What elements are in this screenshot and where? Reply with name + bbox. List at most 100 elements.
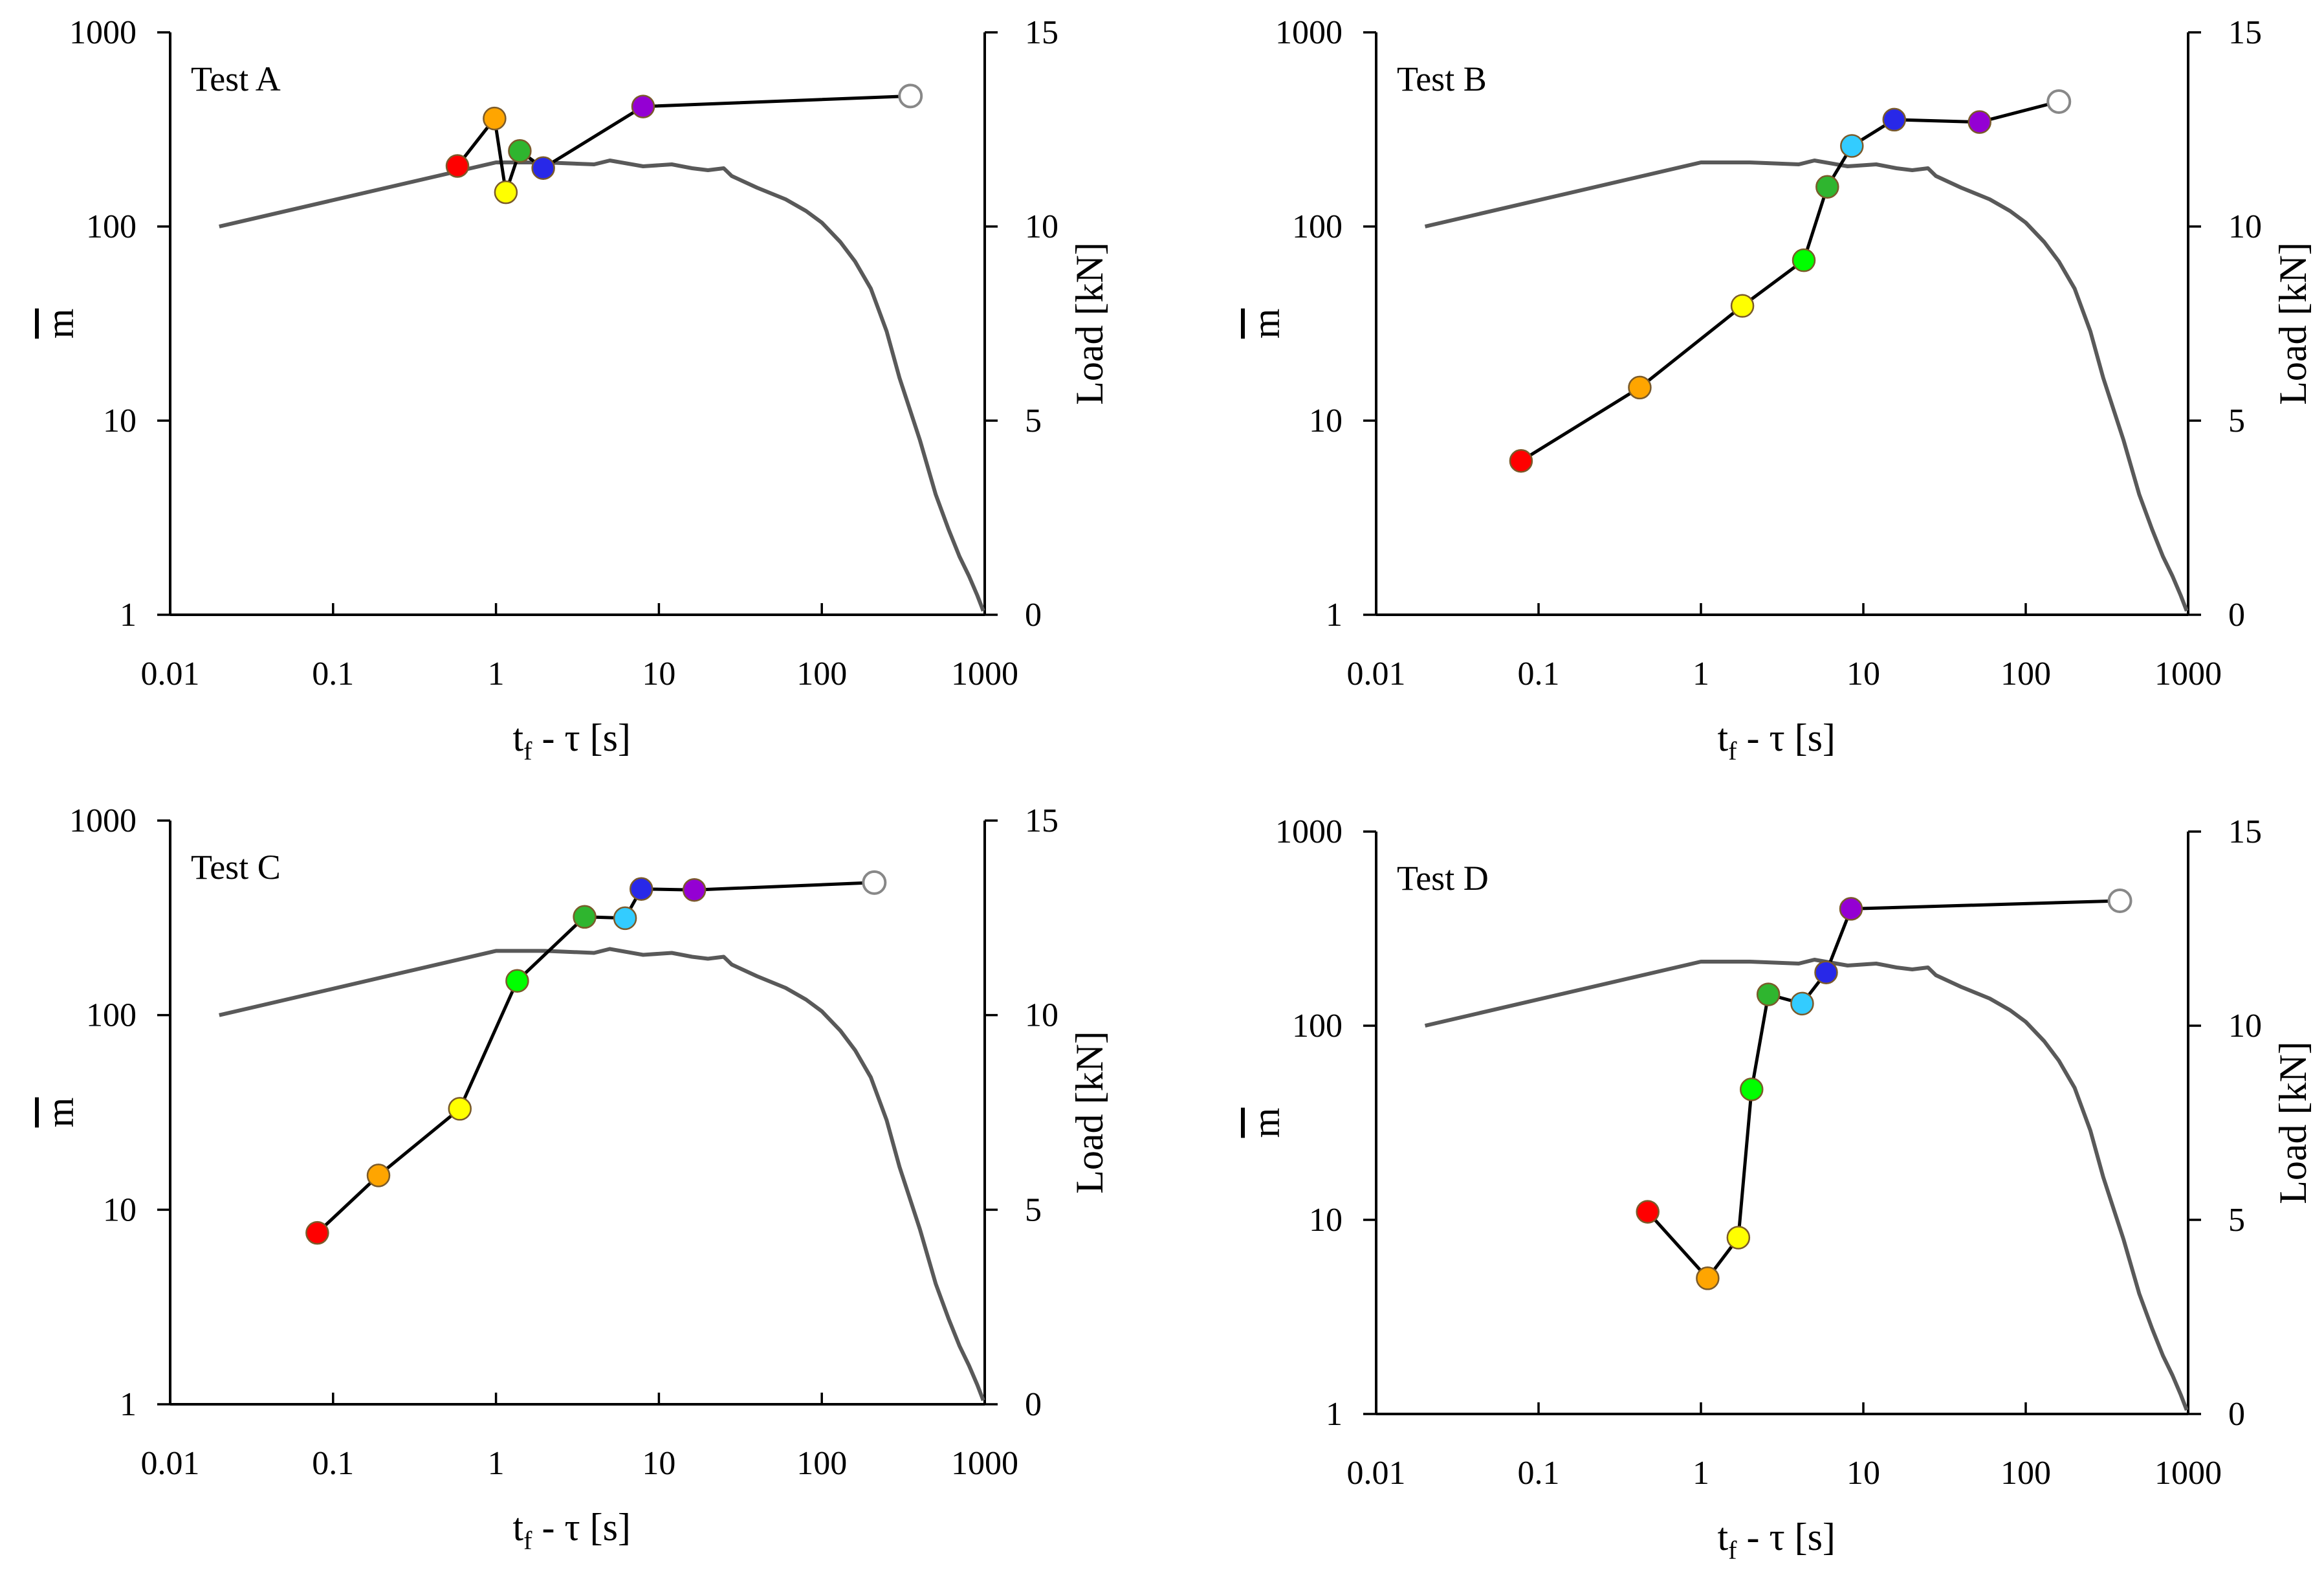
m-data-point xyxy=(1730,294,1755,318)
y-right-tick-label: 15 xyxy=(2228,14,2262,51)
panel-label: Test D xyxy=(1397,859,1489,898)
x-axis-title-sub: f xyxy=(523,736,532,766)
y-right-tick-label: 10 xyxy=(1025,997,1058,1034)
x-axis-title: tf - τ [s] xyxy=(1718,716,1836,766)
panel-label: Test B xyxy=(1397,60,1487,98)
m-data-point xyxy=(1839,897,1863,921)
y-left-tick-label: 1 xyxy=(120,1386,137,1423)
x-axis-title-rest: - τ [s] xyxy=(532,716,631,759)
m-series-line xyxy=(316,881,875,1235)
x-tick-label: 0.1 xyxy=(1518,1455,1560,1492)
load-curve-line xyxy=(1424,159,2189,612)
x-tick-label: 10 xyxy=(1847,1455,1880,1492)
m-data-point xyxy=(1790,991,1814,1016)
y-left-tick-label: 100 xyxy=(86,997,137,1034)
x-tick-label: 10 xyxy=(642,656,675,692)
x-tick-label: 1 xyxy=(488,656,505,692)
y-right-axis-title: Load [kN] xyxy=(2272,242,2314,405)
x-tick-label: 1000 xyxy=(2154,1455,2222,1492)
x-tick-label: 1000 xyxy=(2154,656,2222,692)
m-data-point xyxy=(1792,248,1816,272)
m-data-point xyxy=(629,877,653,901)
y-left-axis-title: m xyxy=(1245,1108,1288,1138)
x-axis-title-main: t xyxy=(513,716,524,759)
y-left-tick-label: 1 xyxy=(1326,597,1343,634)
x-axis-title-main: t xyxy=(1718,1516,1729,1558)
m-data-point xyxy=(366,1164,391,1187)
x-tick-label: 0.1 xyxy=(312,1445,354,1482)
load-curve-line xyxy=(219,159,985,612)
y-right-tick-label: 10 xyxy=(1025,208,1058,245)
x-tick-label: 10 xyxy=(642,1445,675,1482)
y-right-tick-label: 5 xyxy=(2228,403,2245,439)
m-data-point xyxy=(445,154,470,178)
x-axis-title-main: t xyxy=(513,1506,524,1549)
y-right-tick-label: 15 xyxy=(2228,813,2262,850)
y-right-tick-label: 0 xyxy=(2228,597,2245,634)
panel-label: Test C xyxy=(191,848,281,887)
y-right-tick-label: 0 xyxy=(1025,597,1042,634)
y-left-axis-title: m xyxy=(1245,309,1288,339)
x-tick-label: 100 xyxy=(796,656,847,692)
x-tick-label: 0.1 xyxy=(312,656,354,692)
m-data-point xyxy=(1628,375,1652,400)
y-right-tick-label: 15 xyxy=(1025,14,1058,51)
x-axis-title-sub: f xyxy=(1728,736,1737,766)
x-axis-title: tf - τ [s] xyxy=(513,716,631,766)
y-left-tick-label: 10 xyxy=(103,403,137,439)
m-data-point xyxy=(573,905,597,929)
m-data-point xyxy=(631,94,655,118)
m-data-point xyxy=(1882,107,1907,132)
y-left-tick-label: 100 xyxy=(1292,208,1343,245)
y-right-tick-label: 10 xyxy=(2228,1008,2262,1044)
x-axis-title: tf - τ [s] xyxy=(1718,1516,1836,1565)
y-right-tick-label: 5 xyxy=(1025,403,1042,439)
y-left-tick-label: 100 xyxy=(86,208,137,245)
y-left-tick-label: 1000 xyxy=(1275,14,1343,51)
y-left-tick-label: 100 xyxy=(1292,1008,1343,1044)
m-data-point xyxy=(1509,449,1533,473)
load-curve-line xyxy=(1424,958,2189,1411)
m-data-point xyxy=(898,83,923,109)
x-tick-label: 10 xyxy=(1847,656,1880,692)
m-data-point xyxy=(1696,1266,1720,1290)
x-tick-label: 0.01 xyxy=(1347,1455,1406,1492)
m-data-point xyxy=(1814,960,1838,985)
x-tick-label: 0.01 xyxy=(141,1445,200,1482)
y-right-tick-label: 5 xyxy=(1025,1191,1042,1228)
m-data-point xyxy=(1636,1200,1660,1224)
y-right-tick-label: 0 xyxy=(2228,1396,2245,1433)
y-right-axis-title: Load [kN] xyxy=(1068,1031,1111,1194)
x-tick-label: 100 xyxy=(2001,1455,2051,1492)
m-data-point xyxy=(862,870,887,895)
m-data-point xyxy=(682,878,707,902)
x-axis-title-rest: - τ [s] xyxy=(1737,1516,1836,1558)
m-data-point xyxy=(531,156,555,180)
x-tick-label: 1000 xyxy=(951,1445,1018,1482)
m-series-line xyxy=(1646,899,2120,1280)
y-right-axis-title: Load [kN] xyxy=(2272,1041,2314,1204)
m-data-point xyxy=(1740,1077,1764,1101)
m-data-point xyxy=(613,906,637,931)
x-tick-label: 1 xyxy=(1693,1455,1709,1492)
x-axis-title-main: t xyxy=(1718,716,1729,759)
x-tick-label: 100 xyxy=(796,1445,847,1482)
m-data-point xyxy=(1815,175,1839,199)
y-left-tick-label: 10 xyxy=(1309,403,1343,439)
x-tick-label: 1 xyxy=(1693,656,1709,692)
m-data-point xyxy=(448,1097,472,1121)
m-data-point xyxy=(508,139,532,163)
y-right-axis-title: Load [kN] xyxy=(1068,242,1111,405)
y-right-tick-label: 5 xyxy=(2228,1202,2245,1239)
load-curve-line xyxy=(219,947,985,1402)
m-data-point xyxy=(1756,982,1781,1006)
m-data-point xyxy=(483,106,507,131)
y-left-tick-label: 1 xyxy=(1326,1396,1343,1433)
x-axis-title-rest: - τ [s] xyxy=(1737,716,1836,759)
x-tick-label: 1 xyxy=(488,1445,505,1482)
m-data-point xyxy=(305,1220,329,1245)
y-left-tick-label: 10 xyxy=(103,1191,137,1228)
